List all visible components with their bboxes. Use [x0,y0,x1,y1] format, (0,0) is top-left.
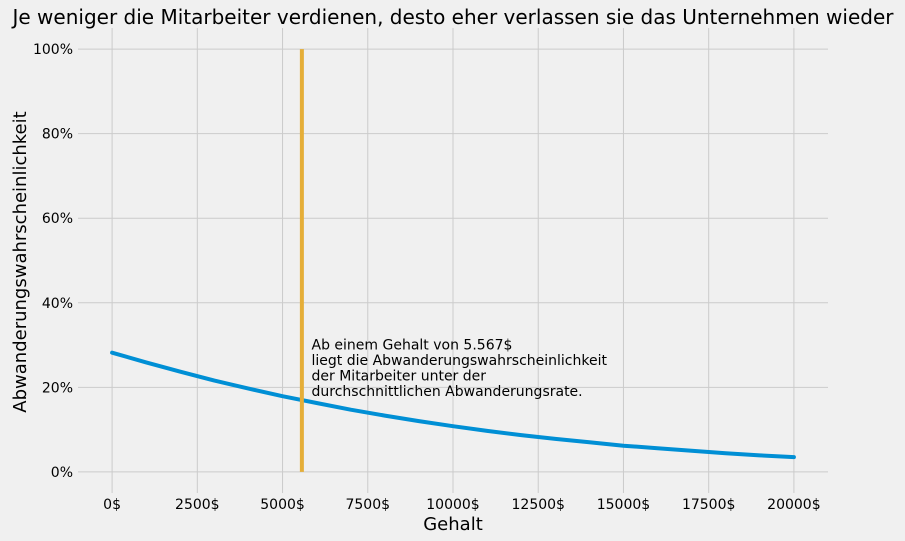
annotation-line: durchschnittlichen Abwanderungsrate. [312,384,583,400]
x-tick-label: 0$ [103,497,121,513]
y-axis-label: Abwanderungswahrscheinlichkeit [10,111,31,412]
y-tick-labels: 0% 20% 40% 60% 80% 100% [33,42,73,481]
annotation-line: der Mitarbeiter unter der [312,368,487,384]
x-tick-label: 17500$ [682,497,735,513]
y-tick-label: 40% [42,296,73,312]
x-tick-label: 7500$ [345,497,390,513]
grid [78,28,828,493]
annotation-line: Ab einem Gehalt von 5.567$ [312,337,513,353]
x-tick-label: 12500$ [512,497,565,513]
x-tick-label: 15000$ [597,497,650,513]
series-line [110,350,796,460]
y-tick-label: 60% [42,211,73,227]
series-group [110,350,796,460]
x-tick-label: 10000$ [426,497,479,513]
annotation-line: liegt die Abwanderungswahrscheinlichkeit [312,353,608,369]
x-tick-labels: 0$ 2500$ 5000$ 7500$ 10000$ 12500$ 15000$ 17500… [103,497,820,513]
x-axis-label: Gehalt [423,514,483,535]
y-tick-label: 20% [42,380,73,396]
y-tick-label: 0% [51,465,73,481]
x-tick-label: 20000$ [767,497,820,513]
x-tick-label: 5000$ [260,497,305,513]
y-tick-label: 100% [33,42,73,58]
y-tick-label: 80% [42,127,73,143]
annotation: Ab einem Gehalt von 5.567$liegt die Abwa… [312,337,608,400]
x-tick-label: 2500$ [175,497,220,513]
chart-title: Je weniger die Mitarbeiter verdienen, de… [11,5,895,29]
